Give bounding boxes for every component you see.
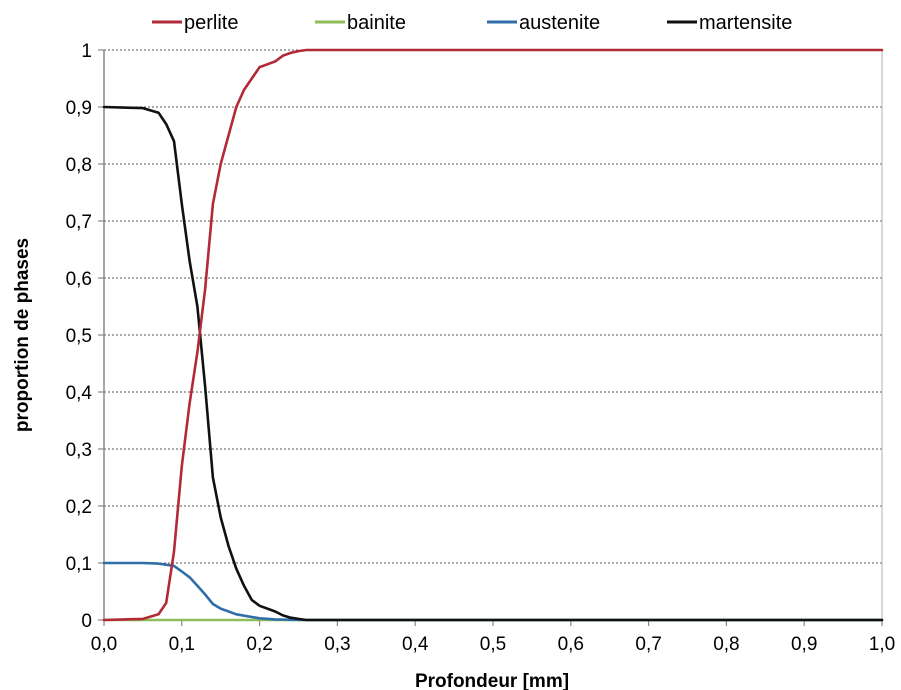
x-tick-label: 0,5: [480, 634, 506, 655]
legend-label-bainite: bainite: [347, 12, 406, 34]
x-tick-label: 1,0: [869, 634, 895, 655]
legend-label-perlite: perlite: [184, 12, 238, 34]
x-tick-label: 0,3: [324, 634, 350, 655]
y-tick-label: 0,5: [66, 326, 92, 347]
y-tick-label: 0,3: [66, 440, 92, 461]
y-axis-title: proportion de phases: [12, 238, 33, 432]
x-tick-label: 0,6: [558, 634, 584, 655]
x-tick-label: 0,4: [402, 634, 429, 655]
x-axis-title: Profondeur [mm]: [415, 671, 569, 690]
legend-label-austenite: austenite: [519, 12, 600, 34]
y-tick-label: 0,6: [66, 269, 92, 290]
y-tick-label: 0,9: [66, 98, 92, 119]
series-line-austenite: [102, 561, 884, 622]
gridlines: [104, 49, 882, 564]
tick-labels: 0 0,1 0,2 0,3 0,4 0,5 0,6 0,7 0,8 0,9 1 0,0 0,1 0,2 0,…: [66, 41, 896, 655]
legend-item-bainite: bainite: [315, 12, 406, 34]
legend: perlite bainite austenite martensite: [152, 12, 792, 34]
series-line-perlite: [102, 48, 884, 622]
x-tick-label: 0,0: [91, 634, 117, 655]
x-tick-label: 0,2: [246, 634, 272, 655]
x-tick-label: 0,7: [635, 634, 661, 655]
series-line-martensite: [102, 105, 884, 622]
x-tick-label: 0,9: [791, 634, 817, 655]
series-lines: [102, 48, 884, 622]
x-tick-label: 0,1: [169, 634, 195, 655]
y-tick-label: 0,7: [66, 212, 92, 233]
axes: [98, 49, 883, 626]
y-tick-label: 0,8: [66, 155, 92, 176]
y-tick-label: 0,4: [66, 383, 93, 404]
y-tick-label: 0,1: [66, 554, 92, 575]
legend-item-martensite: martensite: [667, 12, 792, 34]
y-tick-label: 0,2: [66, 497, 92, 518]
x-tick-label: 0,8: [713, 634, 739, 655]
y-tick-label: 1: [81, 41, 92, 62]
legend-label-martensite: martensite: [699, 12, 792, 34]
legend-item-austenite: austenite: [487, 12, 600, 34]
legend-item-perlite: perlite: [152, 12, 238, 34]
y-tick-label: 0: [81, 611, 92, 632]
